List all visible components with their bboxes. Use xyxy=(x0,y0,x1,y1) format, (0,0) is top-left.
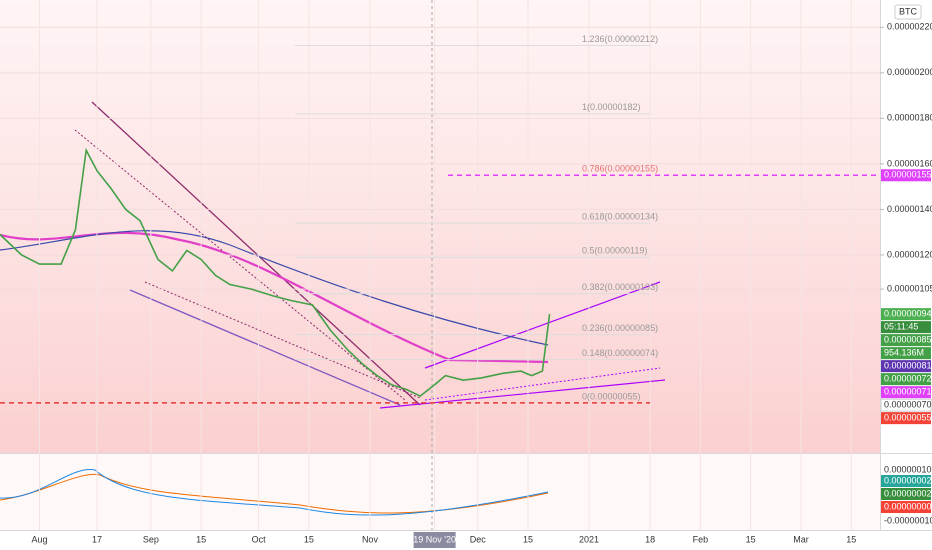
fib-label: 1(0.00000182) xyxy=(582,102,641,112)
y-tick-label: 0.00000220 xyxy=(887,22,932,32)
fib-label: 0.618(0.00000134) xyxy=(582,211,658,221)
price-tag-label: 954.136M xyxy=(884,348,924,358)
x-tick-label: Aug xyxy=(32,534,48,544)
x-tick-label: 15 xyxy=(196,534,206,544)
price-tag xyxy=(881,373,931,386)
fib-label: 0.382(0.00000103) xyxy=(582,282,658,292)
fib-label: 0.786(0.00000155) xyxy=(582,164,658,174)
macd-signal xyxy=(0,473,549,514)
channel-line xyxy=(424,281,661,369)
fib-label: 1.236(0.00000212) xyxy=(582,34,658,44)
fib-label: 0.236(0.00000085) xyxy=(582,323,658,333)
macd-pane xyxy=(0,454,880,530)
x-tick-label: Oct xyxy=(252,534,267,544)
x-tick-label: Feb xyxy=(693,534,709,544)
macd-tag xyxy=(881,501,931,513)
channel-line xyxy=(144,281,421,399)
price-tag xyxy=(880,398,932,412)
x-tick-label: Dec xyxy=(470,534,487,544)
x-tick-label: 15 xyxy=(523,534,533,544)
price-tag-label: 0.00000055 xyxy=(884,413,932,423)
price-tag-label: 0.00000081 xyxy=(884,361,932,371)
y-tick-label: 0.00000180 xyxy=(887,113,932,123)
fib-label: 0.148(0.00000074) xyxy=(582,348,658,358)
y-tick-label: 0.00000140 xyxy=(887,204,932,214)
price-tag-label: 0.00000071 xyxy=(884,387,932,397)
macd-tag xyxy=(881,488,931,500)
y-tick-label: 0.00000105 xyxy=(887,283,932,293)
y-tick-label: 0.00000120 xyxy=(887,249,932,259)
price-tag-label: 0.00000094 xyxy=(884,309,932,319)
channel-line xyxy=(379,379,666,409)
channel-line xyxy=(424,367,661,401)
macd-tag xyxy=(881,475,931,487)
trend-line xyxy=(74,129,406,401)
fib-label: 0.5(0.00000119) xyxy=(582,246,647,256)
x-tick-label: 18 xyxy=(645,534,655,544)
x-tick-label: 15 xyxy=(746,534,756,544)
x-tick-label: Mar xyxy=(793,534,809,544)
y-tick-label: 0.00000200 xyxy=(887,67,932,77)
x-tick-label: 15 xyxy=(304,534,314,544)
price-tag xyxy=(881,360,931,373)
x-tick-label: Sep xyxy=(143,534,159,544)
currency-badge[interactable] xyxy=(894,4,922,20)
currency-label: BTC xyxy=(899,6,918,16)
price-tag-label: 05:11:45 xyxy=(884,322,918,332)
price-tag xyxy=(881,386,931,399)
moving-average xyxy=(0,230,549,346)
x-tick-label: 19 Nov '20 xyxy=(413,534,456,544)
x-tick-label: 2021 xyxy=(579,534,599,544)
x-tick-label: 15 xyxy=(846,534,856,544)
macd-axis-label: 0.00000000 xyxy=(884,501,932,511)
x-tick-label: Nov xyxy=(362,534,379,544)
y-tick-label: 0.00000160 xyxy=(887,158,932,168)
trend-line xyxy=(91,101,421,406)
price-line xyxy=(0,147,551,398)
price-tag-label: 0.00000070 xyxy=(884,400,932,410)
x-tick-highlight xyxy=(413,532,456,548)
macd-axis-label: 0.00000010 xyxy=(884,464,932,474)
fib-label: 0(0.00000055) xyxy=(582,391,641,401)
macd-line xyxy=(0,469,549,516)
price-tag-label: 0.00000085 xyxy=(884,335,932,345)
price-tag xyxy=(881,347,931,360)
price-pane xyxy=(0,0,880,453)
price-tag-label: 0.00000155 xyxy=(884,170,932,180)
price-tag-label: 0.00000072 xyxy=(884,374,932,384)
macd-axis-label: 0.00000002 xyxy=(884,475,932,485)
moving-average xyxy=(0,231,549,364)
macd-axis-label: -0.00000010 xyxy=(884,515,932,525)
price-tag xyxy=(881,169,931,182)
price-tag xyxy=(881,334,931,347)
channel-line xyxy=(129,289,401,406)
x-tick-label: 17 xyxy=(92,534,102,544)
price-tag xyxy=(881,308,931,321)
macd-axis-label: 0.00000002 xyxy=(884,488,932,498)
price-tag xyxy=(881,321,931,334)
price-tag xyxy=(881,412,931,425)
